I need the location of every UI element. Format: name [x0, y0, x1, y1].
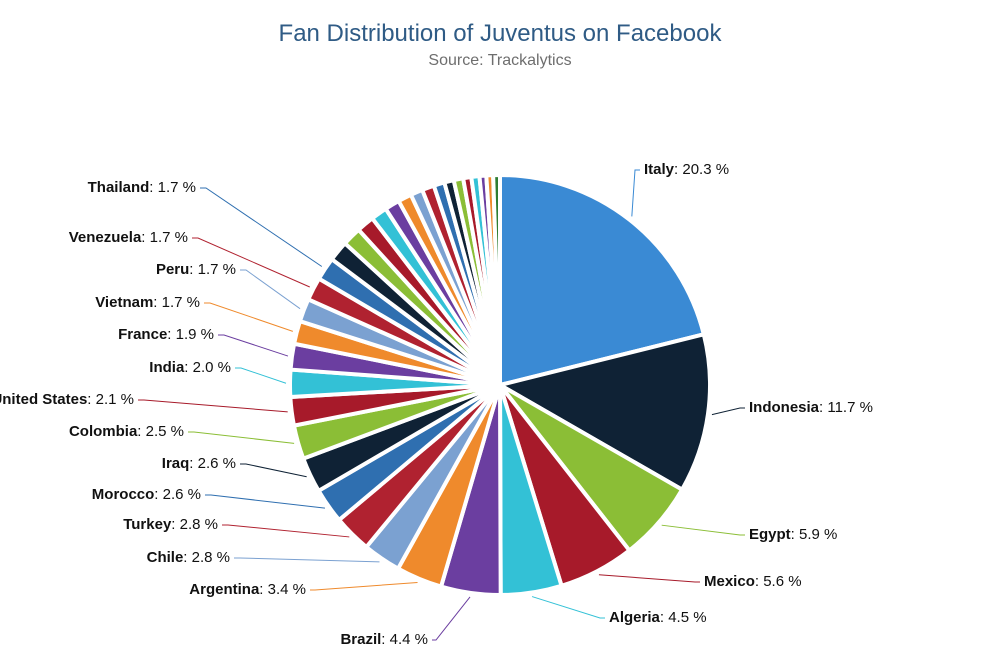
leader-line [599, 575, 700, 582]
slice-label-name: Italy [644, 161, 674, 178]
slice-label-value: : 11.7 % [819, 399, 873, 416]
slice-label-name: Argentina [189, 581, 259, 598]
leader-line [200, 188, 322, 267]
slice-label: Iraq: 2.6 % [162, 455, 236, 472]
slice-label-name: Algeria [609, 609, 660, 626]
slice-label-name: Thailand [88, 179, 150, 196]
slice-label: France: 1.9 % [118, 326, 214, 343]
slice-label: Chile: 2.8 % [147, 549, 230, 566]
leader-line [240, 464, 307, 477]
slice-label: United States: 2.1 % [0, 391, 134, 408]
leader-line [218, 335, 288, 356]
slice-label: Vietnam: 1.7 % [95, 294, 200, 311]
slice-label: Egypt: 5.9 % [749, 526, 837, 543]
leader-line [240, 270, 300, 309]
leader-line [138, 400, 288, 412]
slice-label-value: : 2.6 % [154, 486, 201, 503]
slice-label-value: : 3.4 % [259, 581, 306, 598]
leader-line [310, 582, 418, 590]
slice-label: Algeria: 4.5 % [609, 609, 707, 626]
slice-label-name: Colombia [69, 423, 137, 440]
slice-label: Peru: 1.7 % [156, 261, 236, 278]
slice-label-value: : 1.7 % [153, 294, 200, 311]
leader-line [188, 432, 294, 443]
slice-label-value: : 4.4 % [381, 631, 428, 648]
slice-label-name: India [149, 359, 184, 376]
slice-label-value: : 2.8 % [183, 549, 230, 566]
slice-label-value: : 2.0 % [184, 359, 231, 376]
slice-label-value: : 20.3 % [674, 161, 729, 178]
slice-label-name: Egypt [749, 526, 791, 543]
slice-label-value: : 2.1 % [87, 391, 134, 408]
slice-label-name: France [118, 326, 167, 343]
slice-label: Colombia: 2.5 % [69, 423, 184, 440]
slice-label-name: Chile [147, 549, 184, 566]
slice-label-value: : 1.7 % [189, 261, 236, 278]
leader-line [204, 303, 293, 331]
leader-line [205, 495, 325, 508]
slice-label-name: Peru [156, 261, 189, 278]
slice-label-name: Indonesia [749, 399, 819, 416]
slice-label-value: : 5.6 % [755, 573, 802, 590]
slice-label-value: : 4.5 % [660, 609, 707, 626]
leader-line [662, 525, 745, 535]
slice-label: Morocco: 2.6 % [92, 486, 201, 503]
slice-label-value: : 2.5 % [137, 423, 184, 440]
leader-line [632, 170, 640, 216]
slice-label: Argentina: 3.4 % [189, 581, 306, 598]
slice-label-name: Morocco [92, 486, 155, 503]
slice-label-value: : 5.9 % [791, 526, 838, 543]
slice-label-value: : 2.8 % [171, 516, 218, 533]
slice-label-value: : 1.7 % [141, 229, 188, 246]
slice-label-name: Mexico [704, 573, 755, 590]
leader-line [532, 597, 605, 618]
pie-chart-container: Fan Distribution of Juventus on Facebook… [0, 0, 1000, 667]
slice-label: India: 2.0 % [149, 359, 231, 376]
slice-label-name: Vietnam [95, 294, 153, 311]
slice-label-value: : 2.6 % [189, 455, 236, 472]
slice-label-value: : 1.7 % [149, 179, 196, 196]
leader-line [222, 525, 349, 537]
slice-label: Venezuela: 1.7 % [69, 229, 188, 246]
leader-line [235, 368, 286, 383]
slice-label: Turkey: 2.8 % [123, 516, 218, 533]
leader-line [432, 597, 470, 640]
leader-line [234, 558, 379, 562]
slice-label-name: Brazil [340, 631, 381, 648]
slice-label-name: Turkey [123, 516, 171, 533]
slice-label: Mexico: 5.6 % [704, 573, 802, 590]
slice-label-name: Venezuela [69, 229, 142, 246]
slice-label: Thailand: 1.7 % [88, 179, 196, 196]
slice-label: Italy: 20.3 % [644, 161, 729, 178]
slice-label-name: United States [0, 391, 87, 408]
leader-line [712, 408, 745, 415]
slice-label: Indonesia: 11.7 % [749, 399, 873, 416]
slice-label-value: : 1.9 % [167, 326, 214, 343]
slice-label-name: Iraq [162, 455, 190, 472]
slice-label: Brazil: 4.4 % [340, 631, 428, 648]
